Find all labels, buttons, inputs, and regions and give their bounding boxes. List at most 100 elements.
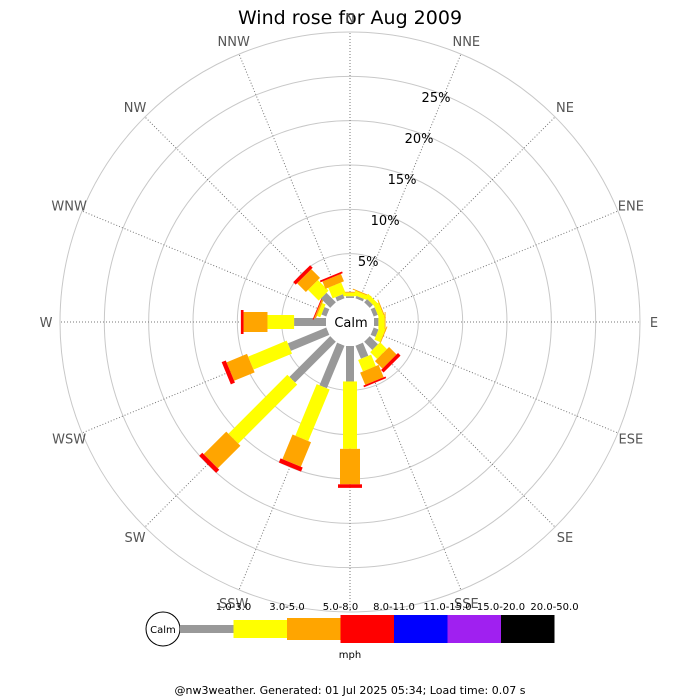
legend-label-15.0-20.0: 15.0-20.0 <box>477 602 525 613</box>
bar-segment-ese-5.0-8.0 <box>378 326 388 346</box>
direction-label-sse: SSE <box>454 597 479 612</box>
bar-segment-wsw-3.0-5.0 <box>248 340 293 370</box>
legend-swatch-1.0-3.0 <box>180 625 234 633</box>
bar-segment-se-3.0-5.0 <box>370 342 387 359</box>
bar-segment-nw-3.0-5.0 <box>308 280 329 301</box>
bar-segment-sw-1.0-3.0 <box>289 336 336 383</box>
bar-segment-nnw-5.0-8.0 <box>322 273 344 289</box>
bar-segment-se-5.0-8.0 <box>374 346 397 369</box>
bar-segment-w-5.0-8.0 <box>243 312 268 332</box>
grid-ring <box>103 75 597 569</box>
legend-swatch-15.0-20.0 <box>447 615 501 643</box>
bar-segment-wsw-8.0-11.0 <box>221 360 235 385</box>
wind-bar-se <box>364 336 401 373</box>
legend-label-11.0-15.0: 11.0-15.0 <box>423 602 471 613</box>
bar-segment-ssw-1.0-3.0 <box>319 342 345 389</box>
spoke-se <box>366 338 556 528</box>
wind-bar-nw <box>293 265 336 308</box>
bar-segment-ne-3.0-5.0 <box>365 293 379 307</box>
bar-segment-wnw-3.0-5.0 <box>316 302 326 318</box>
bar-segment-ene-5.0-8.0 <box>377 299 386 319</box>
ring-label: 20% <box>405 132 434 147</box>
bar-segment-wnw-8.0-11.0 <box>312 297 323 320</box>
spoke-ne <box>366 116 556 306</box>
wind-bar-e <box>373 312 386 332</box>
direction-label-nw: NW <box>124 101 147 116</box>
direction-label-ese: ESE <box>619 432 644 447</box>
wind-bar-wnw <box>312 297 330 320</box>
bar-segment-n-1.0-3.0 <box>346 296 354 298</box>
direction-label-ene: ENE <box>618 200 644 215</box>
direction-label-sw: SW <box>124 531 145 546</box>
direction-label-w: W <box>40 316 53 331</box>
bar-segment-nne-5.0-8.0 <box>352 288 372 298</box>
wind-bar-ne <box>364 293 379 308</box>
wind-bar-sw <box>199 336 336 473</box>
legend-units: mph <box>339 650 361 661</box>
bar-segment-sw-8.0-11.0 <box>199 452 220 473</box>
spoke-nne <box>358 53 462 301</box>
bar-segment-sw-5.0-8.0 <box>203 431 241 469</box>
legend-calm-label: Calm <box>150 625 176 636</box>
spoke-wsw <box>81 330 329 434</box>
spoke-nnw <box>238 53 342 301</box>
wind-bar-ese <box>370 326 388 346</box>
bar-segment-nne-1.0-3.0 <box>355 295 364 302</box>
ring-label: 15% <box>388 173 417 188</box>
bar-segment-nw-8.0-11.0 <box>293 265 313 285</box>
legend-swatch-11.0-15.0 <box>394 615 448 643</box>
spoke-sse <box>358 343 462 591</box>
speed-legend: Calm 1.0-3.0 3.0-5.0 5.0-8.0 8.0-11.0 11.0-15… <box>145 602 579 661</box>
bar-segment-ne-1.0-3.0 <box>364 299 373 308</box>
bar-segment-n-3.0-5.0 <box>343 292 357 297</box>
wind-bar-ssw <box>278 342 345 472</box>
footer-text: @nw3weather. Generated: 01 Jul 2025 05:3… <box>175 684 526 697</box>
bar-segment-e-5.0-8.0 <box>384 312 386 332</box>
bar-segment-sse-5.0-8.0 <box>360 364 384 385</box>
direction-label-e: E <box>650 316 658 331</box>
bar-segment-s-3.0-5.0 <box>343 381 357 449</box>
wind-bar-wsw <box>221 327 330 385</box>
bar-segment-nne-3.0-5.0 <box>353 290 369 301</box>
bar-segment-se-1.0-3.0 <box>364 336 378 350</box>
wind-bars <box>199 265 401 488</box>
legend-label-20.0-50.0: 20.0-50.0 <box>530 602 578 613</box>
bar-segment-ene-1.0-3.0 <box>370 307 378 317</box>
bar-segment-e-3.0-5.0 <box>378 315 385 329</box>
bar-segment-w-3.0-5.0 <box>267 315 295 329</box>
bar-segment-s-1.0-3.0 <box>346 346 354 382</box>
direction-label-nnw: NNW <box>218 35 250 50</box>
legend-label-1.0-3.0: 1.0-3.0 <box>216 602 251 613</box>
spoke-wnw <box>81 210 329 314</box>
chart-title: Wind rose for Aug 2009 <box>238 7 462 29</box>
ring-labels: 5% 10% 15% 20% 25% <box>358 91 451 270</box>
bar-segment-ene-3.0-5.0 <box>373 302 384 318</box>
calm-center: Calm <box>326 298 374 346</box>
wind-bar-s <box>338 346 362 488</box>
wind-bar-ene <box>370 299 386 319</box>
grid-ring <box>59 31 641 613</box>
bar-segment-nnw-8.0-11.0 <box>319 271 343 283</box>
wind-bar-sse <box>355 342 387 388</box>
bar-segment-sse-8.0-11.0 <box>363 376 387 388</box>
legend-label-5.0-8.0: 5.0-8.0 <box>323 602 358 613</box>
bar-segment-ssw-3.0-5.0 <box>295 384 330 442</box>
wind-bar-nnw <box>319 271 346 302</box>
bar-segment-s-8.0-11.0 <box>338 484 362 488</box>
bar-segment-wsw-1.0-3.0 <box>287 327 330 351</box>
legend-swatch-20.0-50.0 <box>501 615 555 643</box>
bar-segment-sse-3.0-5.0 <box>358 354 376 372</box>
direction-label-ne: NE <box>556 101 574 116</box>
wind-bar-n <box>340 291 360 298</box>
bar-segment-nw-1.0-3.0 <box>320 292 336 308</box>
bar-segment-wnw-1.0-3.0 <box>321 307 330 317</box>
direction-label-wnw: WNW <box>51 200 87 215</box>
bar-segment-ese-1.0-3.0 <box>370 327 379 337</box>
bar-segment-n-5.0-8.0 <box>340 291 360 293</box>
legend-calm: Calm <box>145 611 181 647</box>
bar-segment-s-5.0-8.0 <box>340 448 360 485</box>
bar-segment-nw-5.0-8.0 <box>297 269 321 293</box>
direction-label-se: SE <box>557 531 573 546</box>
bar-segment-w-8.0-11.0 <box>240 310 244 334</box>
direction-label-wsw: WSW <box>52 432 86 447</box>
